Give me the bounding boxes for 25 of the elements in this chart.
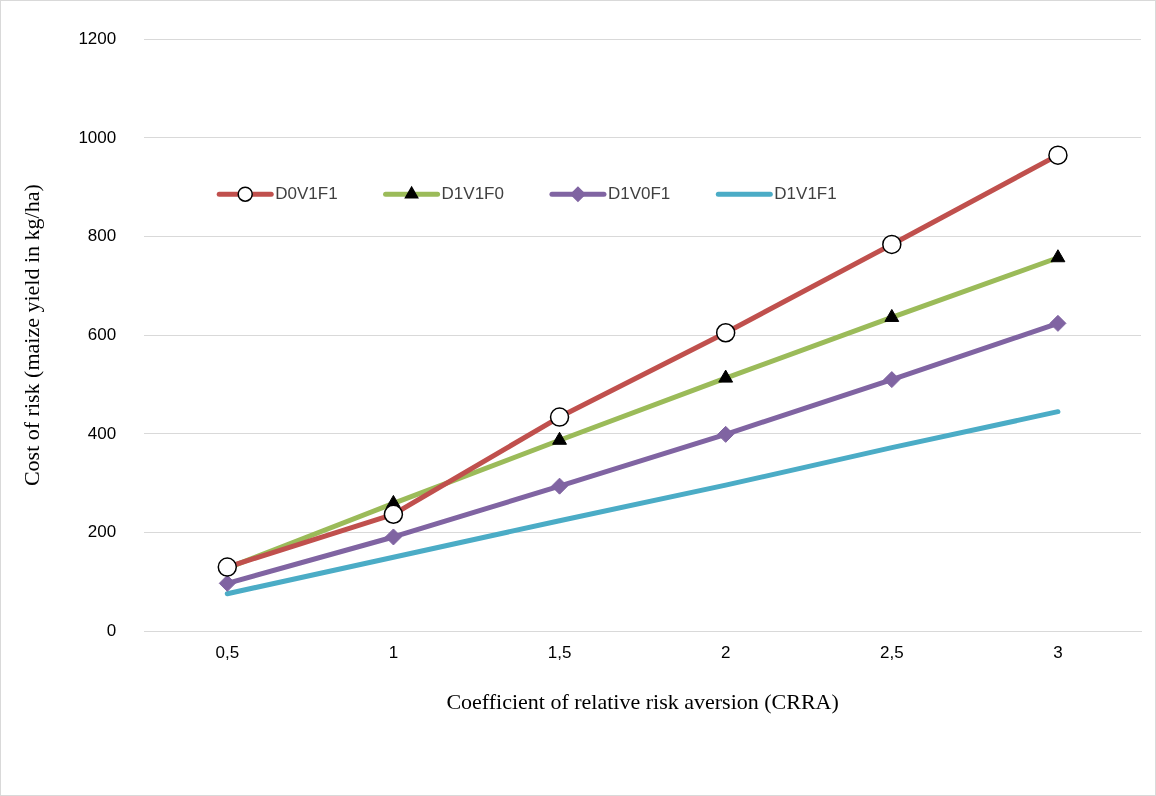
point [218, 574, 236, 592]
y-tick-label: 800 [87, 226, 117, 246]
x-tick-label: 2,5 [879, 643, 904, 663]
point [384, 528, 402, 546]
legend-label: D0V1F1 [275, 183, 338, 203]
point [1049, 314, 1067, 332]
point [883, 371, 901, 389]
x-axis-title: Coefficient of relative risk aversion (CRRA) [446, 688, 839, 714]
x-tick-label: 1,5 [547, 643, 572, 663]
legend-label: D1V0F1 [607, 183, 671, 203]
x-tick-label: 1 [388, 643, 399, 663]
y-tick-label: 1200 [78, 28, 117, 48]
y-tick-label: 0 [106, 620, 117, 640]
y-tick-label: 1000 [78, 127, 117, 147]
legend-label: D1V1F0 [441, 183, 504, 203]
x-tick-label: 2 [720, 643, 731, 663]
x-tick-label: 0,5 [215, 643, 240, 663]
x-tick-label: 3 [1053, 643, 1063, 663]
point [551, 477, 569, 495]
y-tick-label: 600 [87, 324, 117, 344]
y-tick-label: 200 [87, 522, 117, 542]
point [717, 425, 735, 443]
y-tick-label: 400 [87, 423, 117, 443]
legend-label: D1V1F1 [774, 183, 837, 203]
y-axis-title: Cost of risk (maize yield in kg/ha) [18, 184, 44, 487]
